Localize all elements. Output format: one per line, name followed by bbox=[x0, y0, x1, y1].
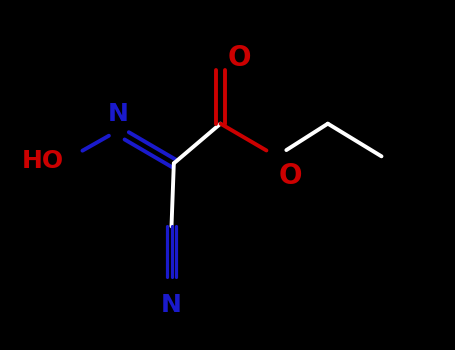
Text: HO: HO bbox=[22, 149, 64, 173]
Text: O: O bbox=[279, 162, 302, 190]
Text: N: N bbox=[107, 102, 128, 126]
Text: N: N bbox=[161, 293, 182, 317]
Text: O: O bbox=[228, 44, 251, 72]
